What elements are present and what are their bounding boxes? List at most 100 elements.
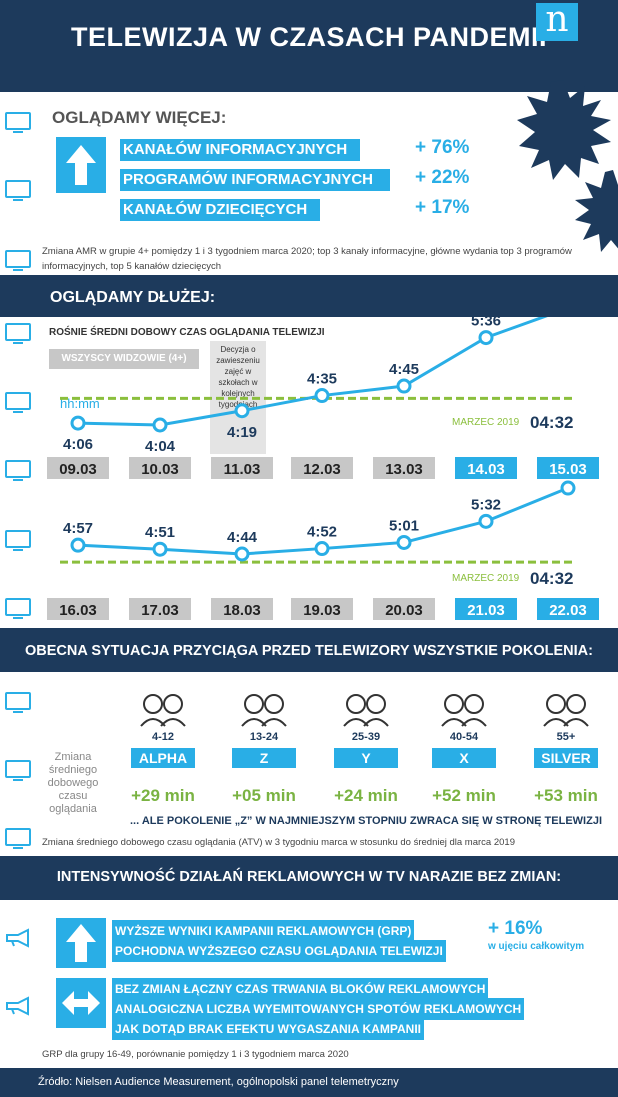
tv-icon [5, 392, 31, 413]
data-label: 4:45 [389, 361, 419, 378]
megaphone-icon [6, 996, 29, 1016]
data-label: 6:21 [553, 478, 583, 480]
date-box [47, 598, 109, 620]
data-point [70, 537, 86, 553]
data-label: 5:36 [471, 317, 501, 330]
generation-name: Y [334, 748, 398, 768]
date-box [455, 457, 517, 479]
data-point [478, 513, 494, 529]
s1-row-label: KANAŁÓW DZIECIĘCYCH [120, 199, 320, 221]
s1-row-value: + 17% [415, 197, 470, 218]
s1-row-value: + 22% [415, 167, 470, 188]
ref-label: MARZEC 2019 [452, 417, 520, 428]
ads-block2-line: BEZ ZMIAN ŁĄCZNY CZAS TRWANIA BLOKÓW REK… [112, 978, 489, 1000]
data-point [314, 388, 330, 404]
date-box [455, 598, 517, 620]
generation-age-range: 40-54 [449, 731, 479, 743]
tv-icon [5, 828, 31, 849]
date-box [291, 457, 353, 479]
section1-note: Zmiana AMR w grupie 4+ pomiędzy 1 i 3 ty… [42, 246, 572, 272]
generation-age-range: 4-12 [151, 731, 175, 743]
up-arrow-icon [66, 924, 96, 962]
ads-block2-text: BEZ ZMIAN ŁĄCZNY CZAS TRWANIA BLOKÓW REK… [112, 978, 489, 1000]
date-label: 19.03 [303, 602, 341, 619]
ref-label: MARZEC 2019 [452, 573, 520, 584]
date-label: 10.03 [141, 461, 179, 478]
date-label: 14.03 [467, 461, 505, 478]
date-label: 17.03 [141, 602, 179, 619]
s1-row-label: KANAŁÓW INFORMACYJNYCH [120, 139, 360, 161]
ref-value: 04:32 [530, 413, 574, 432]
date-label: 20.03 [385, 602, 423, 619]
tv-icon [5, 530, 31, 551]
section4-title: INTENSYWNOŚĆ DZIAŁAŃ REKLAMOWYCH W TV NA… [56, 869, 562, 885]
generation-change: +52 min [432, 786, 496, 805]
tv-icon [5, 692, 31, 713]
date-label: 11.03 [224, 461, 261, 478]
chart-subtitle: ROŚNIE ŚREDNI DOBOWY CZAS OGLĄDANIA TELE… [49, 327, 325, 338]
s1-row-value: + 76% [415, 137, 470, 158]
family-pair-icon [140, 694, 186, 727]
date-box [373, 598, 435, 620]
data-label: 5:01 [389, 517, 419, 534]
generation-change: +29 min [131, 786, 195, 805]
date-label: 22.03 [549, 602, 587, 619]
data-point [478, 330, 494, 346]
family-pair-icon [241, 694, 287, 727]
generation-change: +53 min [534, 786, 598, 805]
up-arrow-box [56, 137, 106, 193]
date-box [47, 457, 109, 479]
generation-change: +24 min [334, 786, 398, 805]
up-arrow-icon [66, 145, 96, 185]
ads-block1-sub: w ujęciu całkowitym [488, 941, 585, 952]
date-box [211, 457, 273, 479]
data-label: 4:06 [63, 436, 93, 453]
ref-value: 04:32 [530, 569, 574, 588]
date-box [537, 598, 599, 620]
date-box [291, 598, 353, 620]
horizontal-arrows-box [56, 978, 106, 1028]
tv-icon [5, 180, 31, 201]
section2-band [0, 277, 618, 317]
date-label: 09.03 [59, 461, 97, 478]
date-box [129, 598, 191, 620]
date-label: 12.03 [303, 461, 341, 478]
section3-band [0, 630, 618, 672]
ads-block2-line: JAK DOTĄD BRAK EFEKTU WYGASZANIA KAMPANI… [112, 1018, 424, 1040]
family-pair-icon [441, 694, 487, 727]
tv-icon [5, 598, 31, 619]
data-label: 4:52 [307, 524, 337, 541]
family-pair-icon [343, 694, 389, 727]
tv-icon [5, 460, 31, 481]
data-label: 4:04 [145, 438, 176, 455]
megaphone-icon [6, 928, 29, 948]
ads-block2-text: ANALOGICZNA LICZBA WYEMITOWANYCH SPOTÓW … [112, 998, 525, 1020]
date-box [211, 598, 273, 620]
data-label: 5:32 [471, 496, 501, 513]
ads-block1-text: WYŻSZE WYNIKI KAMPANII REKLAMOWYCH (GRP) [112, 920, 415, 942]
ads-block2-line: ANALOGICZNA LICZBA WYEMITOWANYCH SPOTÓW … [112, 998, 525, 1020]
date-box [129, 457, 191, 479]
section2-title: OGLĄDAMY DŁUŻEJ: [50, 289, 216, 306]
section3-note: Zmiana średniego dobowego czasu oglądani… [42, 837, 515, 848]
data-point [314, 541, 330, 557]
data-point [396, 534, 412, 550]
source-note: Źródło: Nielsen Audience Measurement, og… [38, 1076, 399, 1088]
generation-age-range: 13-24 [249, 731, 279, 743]
header [0, 0, 618, 90]
data-label: 4:44 [227, 529, 258, 546]
section-generations [0, 672, 618, 856]
date-label: 16.03 [59, 602, 97, 619]
data-point [70, 415, 86, 431]
chart-week1: 4:06 09.03 4:04 10.03 4:19 11.03 4:35 12.03 4:45… [47, 317, 599, 479]
data-point [234, 546, 250, 562]
data-label: 4:19 [227, 424, 257, 441]
date-label: 18.03 [223, 602, 261, 619]
nielsen-logo: n [536, 2, 578, 41]
date-box [537, 457, 599, 479]
s1-row: PROGRAMÓW INFORMACYJNYCH [120, 169, 390, 191]
starburst-decoration-icon [517, 80, 618, 252]
left-right-arrow-icon [62, 991, 100, 1015]
date-label: 21.03 [467, 602, 505, 619]
section4-band [0, 858, 618, 900]
